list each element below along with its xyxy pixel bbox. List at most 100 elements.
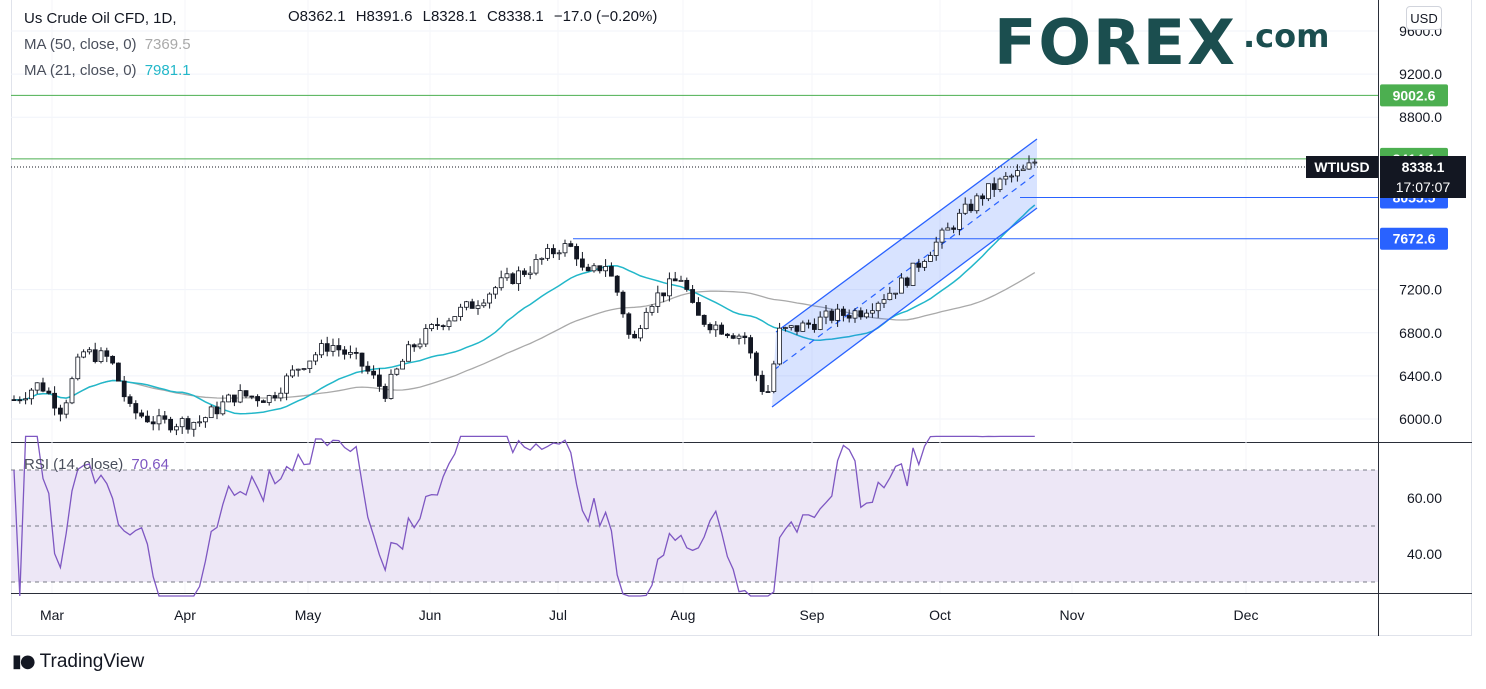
candles [11, 155, 1038, 437]
tradingview-logo[interactable]: ▮● TradingView [12, 651, 144, 673]
candle-body [933, 241, 939, 256]
candle-body [34, 382, 40, 391]
candle-body [463, 301, 469, 308]
candle-body [313, 354, 319, 362]
candle-body [945, 227, 951, 231]
candle-body [92, 349, 98, 362]
level-badge [1380, 227, 1448, 250]
candle-body [696, 302, 701, 316]
candle-body [852, 310, 858, 319]
candle-body [835, 308, 840, 321]
rsi-legend[interactable]: RSI (14, close) 70.64 [24, 456, 169, 473]
candle-body [928, 255, 933, 262]
candle-body [365, 365, 371, 372]
forex-logo-suffix: .com [1242, 16, 1330, 55]
time-tick-label: Apr [174, 607, 196, 623]
candle-body [28, 389, 34, 400]
candle-body [1020, 168, 1026, 172]
candle-body [295, 368, 301, 371]
candle-body [46, 390, 52, 394]
rsi-tick-label: 60.00 [1407, 490, 1442, 506]
candle-body [487, 293, 493, 304]
candle-body [40, 382, 46, 392]
candle-body [800, 322, 806, 332]
axes: 9600.09200.08800.07200.06800.06400.06000… [40, 23, 1442, 623]
candle-body [968, 203, 974, 212]
candle-body [516, 270, 521, 285]
candle-body [904, 277, 910, 286]
candle-body [63, 402, 69, 415]
candle-body [139, 412, 145, 417]
chart-frame[interactable] [11, 0, 1472, 636]
price-tick-label: 8800.0 [1399, 109, 1442, 125]
symbol-tag [1306, 156, 1378, 179]
candle-body [58, 407, 63, 415]
price-tick-label: 6800.0 [1399, 325, 1442, 341]
candle-body [87, 349, 92, 353]
candle-body [742, 335, 748, 339]
forex-logo: FOREX .com [994, 6, 1330, 79]
time-tick-label: Jul [549, 607, 567, 623]
ma50-value: 7369.5 [144, 36, 191, 53]
candle-body [214, 406, 220, 415]
candle-body [278, 392, 284, 399]
tradingview-icon: ▮● [12, 651, 36, 672]
candle-body [423, 328, 429, 345]
candle-body [922, 261, 927, 268]
candle-body [719, 324, 724, 335]
candle-body [330, 345, 336, 352]
candle-body [806, 322, 811, 325]
rsi-line [13, 435, 1035, 597]
candle-body [121, 380, 127, 398]
ohlc-readout: O8362.1 H8391.6 L8328.1 C8338.1 −17.0 (−… [288, 8, 663, 25]
time-tick-label: Dec [1234, 607, 1259, 623]
channel-upper [775, 138, 1038, 333]
candle-body [127, 396, 133, 404]
candle-body [481, 302, 487, 307]
candle-body [690, 289, 695, 303]
candle-body [150, 421, 156, 425]
candle-body [133, 403, 139, 414]
candle-body [17, 399, 23, 402]
candle-body [382, 385, 388, 399]
symbol-legend[interactable]: Us Crude Oil CFD, 1D, [24, 8, 177, 30]
candle-body [730, 335, 736, 339]
candle-body [307, 360, 313, 369]
candle-body [510, 273, 516, 285]
candle-body [289, 369, 295, 377]
candle-body [533, 259, 539, 274]
candle-body [713, 324, 719, 331]
candle-body [185, 418, 191, 430]
candle-body [144, 415, 150, 423]
ma21-legend[interactable]: MA (21, close, 0) 7981.1 [24, 60, 191, 82]
candle-body [899, 277, 904, 294]
rsi-value: 70.64 [131, 456, 169, 473]
candle-body [81, 351, 86, 358]
current-price-badge [1380, 156, 1466, 199]
candle-body [991, 183, 997, 190]
candle-body [939, 229, 945, 243]
currency-button[interactable]: USD [1406, 6, 1442, 30]
symbol-title: Us Crude Oil CFD, 1D, [24, 10, 177, 27]
candle-body [841, 308, 846, 316]
candle-body [597, 265, 603, 272]
candle-body [626, 313, 632, 335]
candle-body [522, 270, 527, 275]
candle-body [336, 345, 342, 351]
price-tick-label: 6400.0 [1399, 368, 1442, 384]
price-tick-label: 9200.0 [1399, 66, 1442, 82]
candle-body [162, 415, 168, 420]
candle-body [556, 252, 562, 255]
candle-body [1026, 162, 1032, 170]
candle-body [1003, 175, 1009, 180]
candle-body [440, 325, 446, 327]
candle-body [574, 246, 579, 260]
candle-body [974, 195, 980, 212]
candle-body [794, 325, 800, 332]
candle-body [104, 350, 110, 357]
candle-body [551, 248, 556, 255]
candle-body [197, 421, 203, 424]
candle-body [492, 287, 498, 295]
ma50-legend[interactable]: MA (50, close, 0) 7369.5 [24, 34, 191, 56]
